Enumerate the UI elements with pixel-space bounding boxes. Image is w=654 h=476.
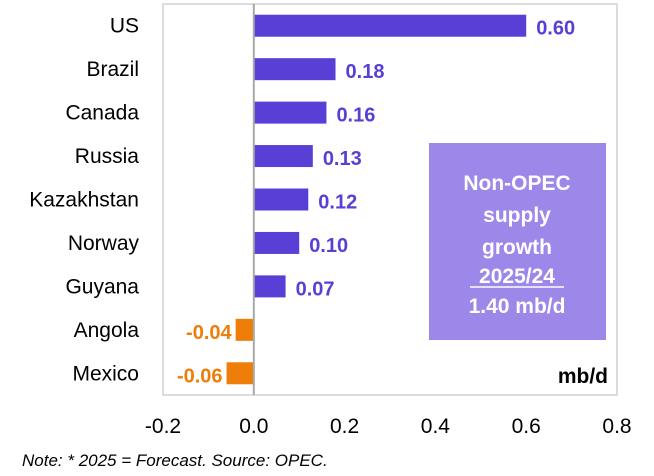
data-label: 0.16 [336,105,375,127]
data-label: 0.07 [296,278,335,300]
x-tick-label: 0.0 [239,415,268,438]
summary-box [429,143,606,340]
category-label: Angola [74,319,140,342]
plot-area-border [162,3,618,396]
category-label: Brazil [86,58,139,81]
bar-angola [235,318,254,341]
data-label: 0.12 [318,192,357,214]
summary-line-1: Non-OPEC [463,172,570,195]
summary-line-4: 2025/24 [479,265,555,288]
x-tick-label: 0.8 [602,415,631,438]
x-tick-label: 0.6 [512,415,541,438]
data-label: -0.04 [186,322,232,344]
bar-norway [253,231,300,254]
category-label: Kazakhstan [29,189,139,212]
bar-us [253,14,527,37]
unit-label: mb/d [558,365,608,388]
bar-mexico [226,362,254,385]
bar-kazakhstan [253,188,309,211]
bar-russia [253,145,313,168]
data-label: 0.18 [346,61,385,83]
category-label: Guyana [65,275,139,298]
source-note: Note: * 2025 = Forecast. Source: OPEC. [22,451,328,470]
summary-line-2: supply [483,204,551,227]
data-label: -0.06 [177,365,223,387]
data-label: 0.60 [536,18,575,40]
bar-brazil [253,58,336,81]
summary-line-3: growth [482,236,552,259]
category-label: Russia [75,145,140,168]
summary-line-5: 1.40 mb/d [469,295,566,318]
category-label: Mexico [72,362,139,385]
category-label: Norway [68,232,140,255]
category-label: US [110,15,139,38]
data-label: 0.10 [309,235,348,257]
x-tick-label: 0.4 [421,415,451,438]
data-label: 0.13 [323,148,362,170]
x-tick-label: 0.2 [330,415,359,438]
bar-canada [253,101,327,124]
bar-guyana [253,275,286,298]
x-tick-label: -0.2 [145,415,181,438]
category-label: Canada [65,102,139,125]
